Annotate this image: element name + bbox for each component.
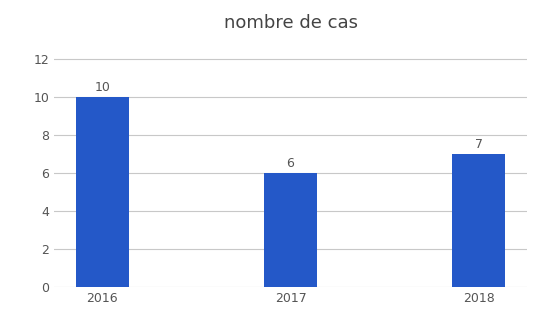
Title: nombre de cas: nombre de cas [224,15,357,32]
Text: 7: 7 [475,138,483,151]
Bar [452,154,505,287]
Text: 6: 6 [287,157,294,170]
Text: 10: 10 [94,81,110,94]
Bar [76,97,129,287]
Bar [264,173,317,287]
